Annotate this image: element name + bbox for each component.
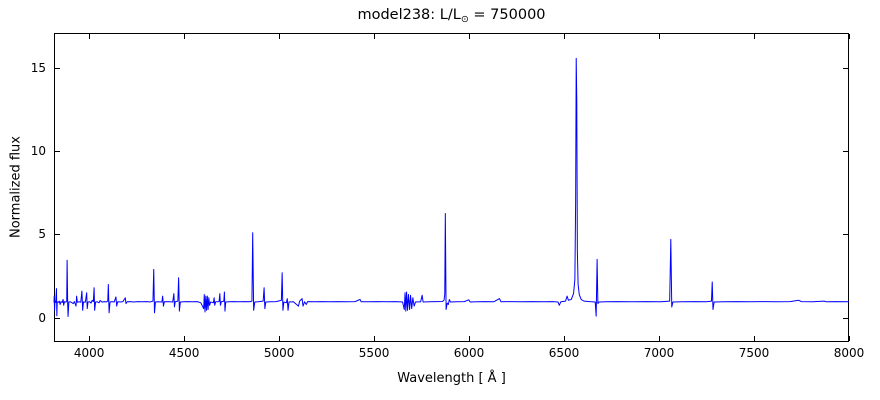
x-tick-label: 4000 bbox=[73, 346, 105, 360]
x-tick-label: 5000 bbox=[263, 346, 295, 360]
y-tick-label: 10 bbox=[30, 143, 46, 158]
y-tick-label: 15 bbox=[30, 60, 46, 75]
y-tick-label: 0 bbox=[38, 310, 46, 325]
plot-title-value: = 750000 bbox=[468, 7, 546, 23]
x-tick-label: 6500 bbox=[548, 346, 580, 360]
axes-frame bbox=[54, 33, 849, 342]
plot-title-text: model238: L/L bbox=[357, 7, 461, 23]
x-tick-label: 4500 bbox=[168, 346, 200, 360]
x-tick-label: 8000 bbox=[833, 346, 865, 360]
y-tick-label: 5 bbox=[38, 227, 46, 242]
spectrum-line bbox=[53, 57, 850, 317]
solar-symbol-subscript: ⊙ bbox=[460, 14, 469, 25]
x-tick-label: 6000 bbox=[453, 346, 485, 360]
x-tick-label: 7000 bbox=[643, 346, 675, 360]
plot-title: model238: L/L⊙ = 750000 bbox=[54, 7, 849, 25]
x-tick-label: 5500 bbox=[358, 346, 390, 360]
x-axis-label: Wavelength [ Å ] bbox=[397, 371, 506, 386]
x-tick-label: 7500 bbox=[738, 346, 770, 360]
